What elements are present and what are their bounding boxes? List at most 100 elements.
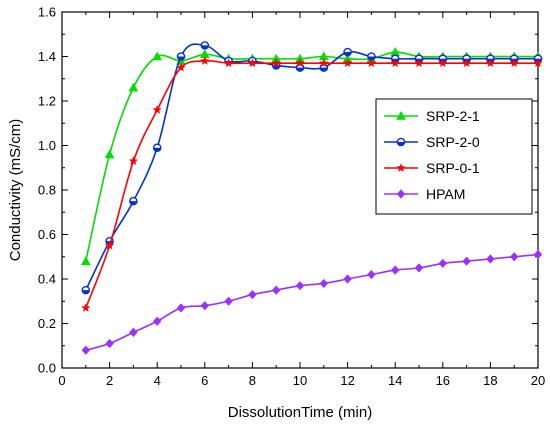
- series-srp-0-1: [81, 56, 543, 312]
- x-tick-label: 16: [436, 373, 450, 388]
- data-point-srp-0-1: [366, 58, 376, 68]
- marker-fill: [153, 147, 161, 152]
- y-tick-label: 0.0: [38, 361, 56, 376]
- axes: 0 2 4 6 8 10 12 14 16 18 20 0.0 0.2 0.4 0.6 0.8 1.0 1.2 1.…: [38, 5, 545, 389]
- data-point-srp-2-0: [129, 196, 138, 206]
- data-point-srp-2-1: [271, 53, 281, 63]
- legend: SRP-2-1 SRP-2-0 SRP-0-1 HPAM: [375, 98, 533, 215]
- data-point-hpam: [105, 338, 114, 349]
- data-point-srp-0-1: [295, 58, 305, 68]
- marker-fill: [344, 52, 352, 56]
- data-point-srp-2-0: [200, 41, 210, 50]
- legend-item-hpam: HPAM: [384, 186, 465, 202]
- y-tick-label: 1.0: [38, 138, 56, 153]
- data-point-srp-2-1: [342, 53, 353, 63]
- data-point-srp-2-1: [200, 49, 210, 59]
- data-point-hpam: [176, 303, 186, 313]
- data-point-srp-0-1: [81, 303, 91, 312]
- marker-fill: [296, 67, 304, 72]
- data-point-srp-2-0: [343, 47, 352, 57]
- y-tick-label: 0.8: [38, 183, 56, 198]
- data-point-srp-0-1: [271, 58, 281, 68]
- data-point-srp-2-1: [319, 51, 329, 61]
- data-point-srp-0-1: [128, 156, 138, 165]
- legend-marker: [396, 137, 406, 147]
- data-point-hpam: [272, 285, 281, 295]
- legend-label: HPAM: [426, 186, 465, 202]
- data-point-hpam: [391, 265, 400, 275]
- x-tick-label: 12: [340, 373, 354, 388]
- data-point-srp-2-1: [390, 47, 400, 56]
- y-tick-label: 1.2: [38, 94, 56, 109]
- data-point-hpam: [129, 327, 138, 337]
- data-point-hpam: [200, 301, 209, 311]
- marker-fill: [129, 201, 137, 205]
- y-tick-label: 0.6: [38, 227, 56, 242]
- data-point-hpam: [295, 281, 305, 291]
- x-tick-label: 20: [531, 373, 545, 388]
- data-point-hpam: [224, 296, 233, 306]
- data-point-srp-2-0: [81, 285, 91, 295]
- data-point-hpam: [367, 269, 376, 280]
- data-point-hpam: [438, 258, 447, 269]
- x-tick-label: 8: [249, 373, 256, 388]
- data-point-srp-0-1: [438, 58, 448, 68]
- legend-marker: [396, 163, 406, 172]
- data-point-hpam: [510, 252, 519, 262]
- data-point-hpam: [319, 278, 328, 289]
- y-tick-label: 1.6: [38, 5, 56, 20]
- data-point-srp-0-1: [485, 58, 495, 68]
- data-point-hpam: [486, 254, 495, 264]
- marker-fill: [177, 56, 185, 61]
- data-point-srp-2-1: [128, 82, 139, 92]
- x-tick-label: 14: [388, 373, 402, 388]
- data-point-srp-0-1: [462, 58, 472, 68]
- data-point-hpam: [153, 316, 162, 326]
- x-axis-title: DissolutionTime (min): [228, 404, 372, 421]
- legend-label: SRP-2-0: [426, 134, 480, 150]
- data-point-srp-0-1: [224, 58, 234, 68]
- data-point-srp-0-1: [414, 58, 424, 68]
- legend-item-srp-2-1: SRP-2-1: [384, 108, 480, 124]
- data-point-hpam: [343, 274, 352, 284]
- series-hpam: [81, 249, 543, 355]
- data-point-srp-2-0: [152, 143, 162, 153]
- data-point-srp-0-1: [152, 105, 162, 114]
- x-tick-label: 0: [58, 373, 65, 388]
- legend-label: SRP-0-1: [426, 160, 480, 176]
- y-axis-title: Conductivity (mS/cm): [7, 119, 24, 262]
- x-tick-label: 18: [483, 373, 497, 388]
- data-point-srp-2-1: [104, 149, 115, 159]
- data-point-srp-0-1: [247, 58, 257, 68]
- legend-label: SRP-2-1: [426, 108, 480, 124]
- data-point-hpam: [414, 263, 424, 273]
- legend-marker: [396, 111, 406, 120]
- data-point-srp-0-1: [319, 58, 329, 68]
- y-tick-label: 0.2: [38, 316, 56, 331]
- y-tick-label: 0.4: [38, 272, 56, 287]
- marker-fill: [397, 142, 405, 146]
- data-point-srp-0-1: [105, 240, 115, 250]
- x-tick-label: 4: [154, 373, 161, 388]
- data-point-srp-0-1: [200, 56, 210, 65]
- legend-item-srp-0-1: SRP-0-1: [384, 160, 480, 176]
- x-tick-label: 2: [106, 373, 113, 388]
- y-tick-label: 1.4: [38, 49, 56, 64]
- data-point-srp-2-1: [152, 51, 162, 61]
- legend-item-srp-2-0: SRP-2-0: [384, 134, 480, 150]
- marker-fill: [82, 290, 90, 294]
- data-point-srp-2-1: [81, 256, 91, 265]
- marker-fill: [320, 67, 328, 72]
- series-layer: [81, 41, 543, 355]
- data-point-hpam: [81, 345, 90, 355]
- data-point-srp-2-0: [176, 52, 186, 61]
- data-point-hpam: [533, 249, 543, 260]
- x-tick-label: 6: [201, 373, 208, 388]
- data-point-srp-0-1: [509, 58, 519, 68]
- marker-fill: [201, 45, 209, 49]
- x-tick-label: 10: [293, 373, 307, 388]
- data-point-srp-0-1: [390, 58, 400, 68]
- data-point-hpam: [462, 256, 471, 266]
- data-point-srp-0-1: [343, 58, 353, 68]
